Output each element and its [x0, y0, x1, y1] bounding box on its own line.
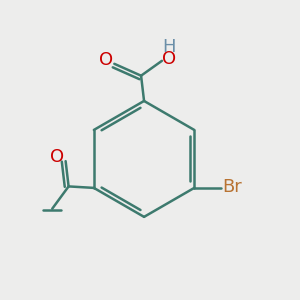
Text: O: O: [99, 51, 113, 69]
Text: O: O: [162, 50, 176, 68]
Text: Br: Br: [222, 178, 242, 196]
Text: O: O: [50, 148, 64, 166]
Text: H: H: [163, 38, 176, 56]
